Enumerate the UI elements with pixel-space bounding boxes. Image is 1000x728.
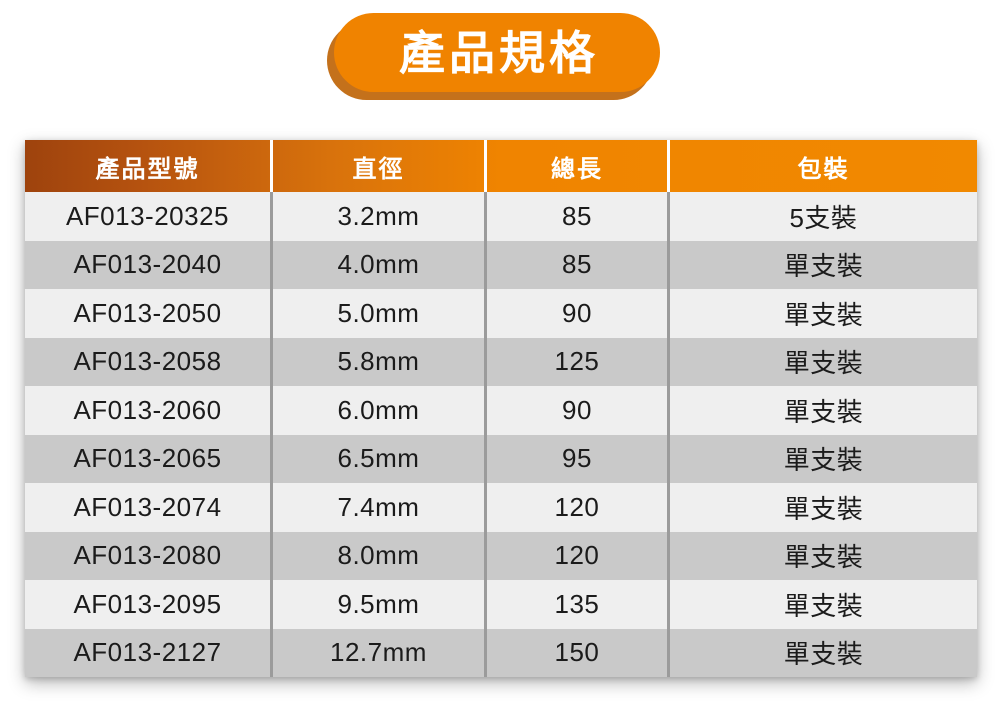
table-row: AF013-2058 5.8mm 125 單支裝	[25, 337, 977, 386]
cell-packaging: 單支裝	[783, 396, 864, 427]
cell-model: AF013-2058	[25, 337, 273, 386]
cell-length: 135	[487, 580, 670, 629]
header-cell-2: 總長	[487, 140, 670, 192]
cell-model: AF013-2040	[25, 240, 273, 289]
cell-model: AF013-2127	[25, 628, 273, 677]
cell-diameter: 6.0mm	[273, 386, 487, 435]
cell-model: AF013-2095	[25, 580, 273, 629]
cell-packaging: 單支裝	[783, 348, 864, 379]
cell-diameter: 5.8mm	[273, 337, 487, 386]
cell-length: 90	[487, 386, 670, 435]
cell-packaging: 單支裝	[783, 493, 864, 524]
cell-length: 120	[487, 483, 670, 532]
cell-packaging: 5支裝	[789, 202, 858, 233]
cell-diameter: 4.0mm	[273, 240, 487, 289]
cell-length: 85	[487, 240, 670, 289]
cell-packaging: 單支裝	[783, 639, 864, 670]
cell-diameter: 8.0mm	[273, 531, 487, 580]
page-title: 產品規格	[399, 26, 599, 79]
page-title-badge: 產品規格	[334, 13, 660, 92]
cell-model: AF013-2074	[25, 483, 273, 532]
table-row: AF013-2095 9.5mm 135 單支裝	[25, 580, 977, 629]
table-row: AF013-2127 12.7mm 150 單支裝	[25, 628, 977, 677]
cell-diameter: 5.0mm	[273, 289, 487, 338]
cell-packaging: 單支裝	[783, 445, 864, 476]
cell-diameter: 6.5mm	[273, 434, 487, 483]
table-row: AF013-2074 7.4mm 120 單支裝	[25, 483, 977, 532]
cell-length: 150	[487, 628, 670, 677]
cell-length: 85	[487, 192, 670, 241]
cell-length: 90	[487, 289, 670, 338]
cell-model: AF013-2080	[25, 531, 273, 580]
cell-diameter: 3.2mm	[273, 192, 487, 241]
table-row: AF013-20325 3.2mm 85 5支裝	[25, 192, 977, 241]
table-row: AF013-2060 6.0mm 90 單支裝	[25, 386, 977, 435]
header-cell-0: 產品型號	[25, 140, 273, 192]
header-cell-1: 直徑	[273, 140, 487, 192]
cell-model: AF013-2065	[25, 434, 273, 483]
cell-length: 120	[487, 531, 670, 580]
cell-diameter: 9.5mm	[273, 580, 487, 629]
table-row: AF013-2080 8.0mm 120 單支裝	[25, 531, 977, 580]
cell-packaging: 單支裝	[783, 542, 864, 573]
cell-model: AF013-20325	[25, 192, 273, 241]
table-body: AF013-20325 3.2mm 85 5支裝 AF013-2040 4.0mm 85 單支…	[25, 192, 977, 677]
table-header-row: 產品型號 直徑 總長 包裝	[25, 140, 977, 192]
cell-model: AF013-2050	[25, 289, 273, 338]
header-cell-3: 包裝	[797, 155, 850, 183]
cell-diameter: 12.7mm	[273, 628, 487, 677]
table-row: AF013-2065 6.5mm 95 單支裝	[25, 434, 977, 483]
table-row: AF013-2040 4.0mm 85 單支裝	[25, 240, 977, 289]
cell-length: 95	[487, 434, 670, 483]
cell-packaging: 單支裝	[783, 251, 864, 282]
product-spec-table: 產品型號 直徑 總長 包裝 AF013-20325 3.2mm 85 5支裝 AF013-20…	[25, 140, 977, 677]
cell-diameter: 7.4mm	[273, 483, 487, 532]
cell-length: 125	[487, 337, 670, 386]
table-row: AF013-2050 5.0mm 90 單支裝	[25, 289, 977, 338]
cell-packaging: 單支裝	[783, 590, 864, 621]
cell-model: AF013-2060	[25, 386, 273, 435]
cell-packaging: 單支裝	[783, 299, 864, 330]
